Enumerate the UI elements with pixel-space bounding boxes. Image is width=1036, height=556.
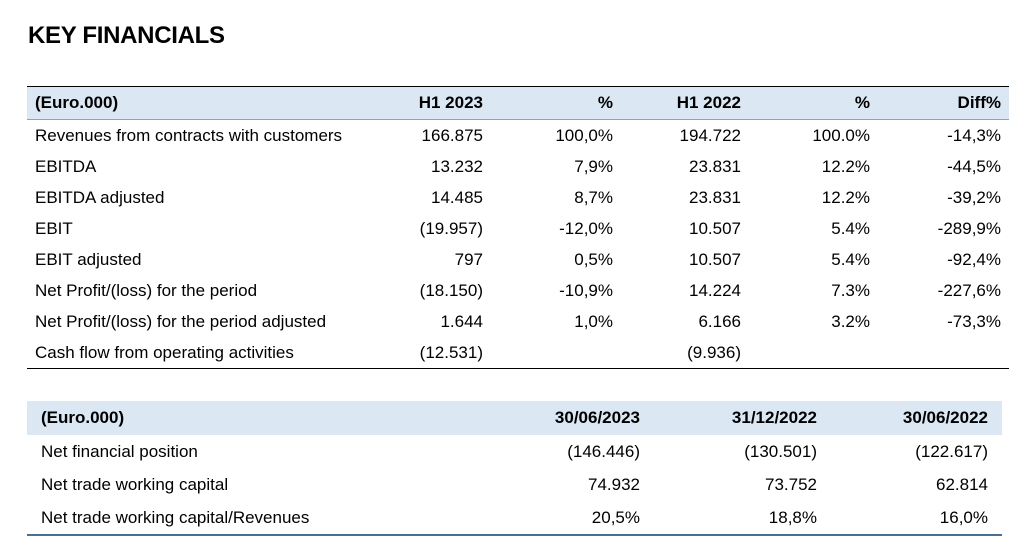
column-header: H1 2023 bbox=[403, 87, 491, 120]
table-cell: -73,3% bbox=[878, 306, 1009, 337]
table-row: Net Profit/(loss) for the period adjuste… bbox=[27, 306, 1009, 337]
table-cell: 1.644 bbox=[403, 306, 491, 337]
table-cell: (130.501) bbox=[654, 435, 831, 468]
table-cell: 23.831 bbox=[621, 182, 749, 213]
header-row: (Euro.000) 30/06/2023 31/12/2022 30/06/2022 bbox=[27, 401, 1002, 435]
table-cell: 100.0% bbox=[749, 120, 878, 152]
income-statement-table: (Euro.000) H1 2023% H1 2022% Diff% Revenues … bbox=[27, 86, 1009, 369]
table-cell: 74.932 bbox=[477, 468, 654, 501]
table-cell: 10.507 bbox=[621, 244, 749, 275]
table-cell: 0,5% bbox=[491, 244, 621, 275]
row-label: Net trade working capital bbox=[27, 468, 477, 501]
column-header: Diff% bbox=[878, 87, 1009, 120]
table-row: Net financial position (146.446) (130.501)… bbox=[27, 435, 1002, 468]
row-label: EBITDA bbox=[27, 151, 403, 182]
table-cell: (146.446) bbox=[477, 435, 654, 468]
table-cell: 12.2% bbox=[749, 182, 878, 213]
table-row: Cash flow from operating activities (12.5… bbox=[27, 337, 1009, 369]
table-cell: -44,5% bbox=[878, 151, 1009, 182]
table-cell: -10,9% bbox=[491, 275, 621, 306]
table-row: EBIT (19.957) -12,0% 10.507 5.4% -289,9% bbox=[27, 213, 1009, 244]
header-row: (Euro.000) H1 2023% H1 2022% Diff% bbox=[27, 87, 1009, 120]
table-cell: (9.936) bbox=[621, 337, 749, 369]
table-cell: (122.617) bbox=[831, 435, 1002, 468]
table-cell: 16,0% bbox=[831, 501, 1002, 535]
table-row: Net trade working capital/Revenues 20,5% 1… bbox=[27, 501, 1002, 535]
table-cell: 10.507 bbox=[621, 213, 749, 244]
table-cell: 23.831 bbox=[621, 151, 749, 182]
column-header: H1 2022 bbox=[621, 87, 749, 120]
table-cell: 62.814 bbox=[831, 468, 1002, 501]
table-cell: (19.957) bbox=[403, 213, 491, 244]
table-row: EBITDA 13.232 7,9% 23.831 12.2% -44,5% bbox=[27, 151, 1009, 182]
table-row: EBIT adjusted 797 0,5% 10.507 5.4% -92,4% bbox=[27, 244, 1009, 275]
column-header: % bbox=[491, 87, 621, 120]
row-label: Cash flow from operating activities bbox=[27, 337, 403, 369]
table-cell: 166.875 bbox=[403, 120, 491, 152]
balance-sheet-table: (Euro.000) 30/06/2023 31/12/2022 30/06/2022… bbox=[27, 401, 1002, 536]
column-header: (Euro.000) bbox=[27, 87, 403, 120]
table-cell: 5.4% bbox=[749, 213, 878, 244]
table-cell: 1,0% bbox=[491, 306, 621, 337]
table-cell: 73.752 bbox=[654, 468, 831, 501]
row-label: EBIT adjusted bbox=[27, 244, 403, 275]
table-row: Revenues from contracts with customers 16… bbox=[27, 120, 1009, 152]
table-cell: 7.3% bbox=[749, 275, 878, 306]
table-cell: 14.485 bbox=[403, 182, 491, 213]
table-cell bbox=[878, 337, 1009, 369]
row-label: EBITDA adjusted bbox=[27, 182, 403, 213]
table-cell: -92,4% bbox=[878, 244, 1009, 275]
table-cell: 14.224 bbox=[621, 275, 749, 306]
table-cell: 13.232 bbox=[403, 151, 491, 182]
page-title: KEY FINANCIALS bbox=[28, 22, 225, 50]
column-header: (Euro.000) bbox=[27, 401, 477, 435]
table-cell: -289,9% bbox=[878, 213, 1009, 244]
column-header: 31/12/2022 bbox=[654, 401, 831, 435]
row-label: Net financial position bbox=[27, 435, 477, 468]
table-cell bbox=[491, 337, 621, 369]
table-cell: 18,8% bbox=[654, 501, 831, 535]
table-cell: -12,0% bbox=[491, 213, 621, 244]
table-cell bbox=[749, 337, 878, 369]
row-label: EBIT bbox=[27, 213, 403, 244]
row-label: Revenues from contracts with customers bbox=[27, 120, 403, 152]
table-cell: 797 bbox=[403, 244, 491, 275]
table-row: Net trade working capital 74.932 73.752 62.… bbox=[27, 468, 1002, 501]
table-cell: 194.722 bbox=[621, 120, 749, 152]
row-label: Net Profit/(loss) for the period adjuste… bbox=[27, 306, 403, 337]
table-cell: (18.150) bbox=[403, 275, 491, 306]
table-cell: -14,3% bbox=[878, 120, 1009, 152]
table-cell: 20,5% bbox=[477, 501, 654, 535]
table-cell: 100,0% bbox=[491, 120, 621, 152]
column-header: % bbox=[749, 87, 878, 120]
table-row: Net Profit/(loss) for the period (18.150)… bbox=[27, 275, 1009, 306]
table-row: EBITDA adjusted 14.485 8,7% 23.831 12.2% -39,… bbox=[27, 182, 1009, 213]
table-cell: (12.531) bbox=[403, 337, 491, 369]
table-cell: 7,9% bbox=[491, 151, 621, 182]
table-cell: -227,6% bbox=[878, 275, 1009, 306]
table-cell: 5.4% bbox=[749, 244, 878, 275]
column-header: 30/06/2023 bbox=[477, 401, 654, 435]
table-cell: 6.166 bbox=[621, 306, 749, 337]
row-label: Net trade working capital/Revenues bbox=[27, 501, 477, 535]
table-cell: 12.2% bbox=[749, 151, 878, 182]
table-cell: -39,2% bbox=[878, 182, 1009, 213]
row-label: Net Profit/(loss) for the period bbox=[27, 275, 403, 306]
table-cell: 8,7% bbox=[491, 182, 621, 213]
column-header: 30/06/2022 bbox=[831, 401, 1002, 435]
table-cell: 3.2% bbox=[749, 306, 878, 337]
